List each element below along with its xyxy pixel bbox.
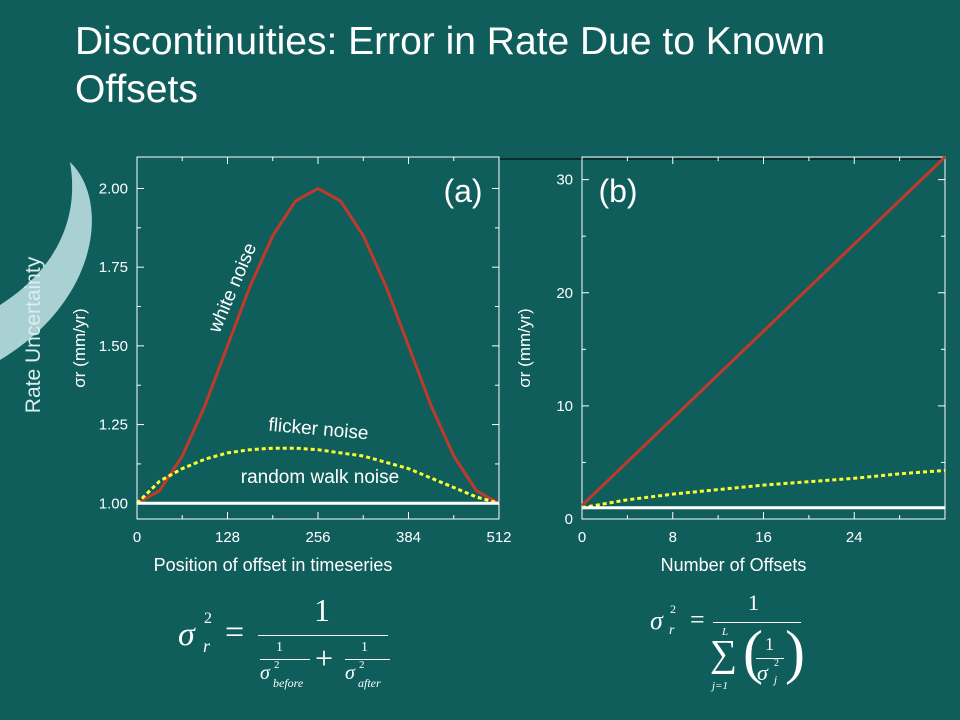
formula-b-inner-bar [756,658,784,659]
x-tick-label: 0 [133,529,141,546]
formula-b-inner-sup: 2 [774,658,779,669]
x-tick-label: 24 [846,529,863,546]
formula-a-equals: = [225,614,245,651]
chart-panel-b: 0 8 16 24 0 10 20 30 Number of Offsets σr (mm/yr)… [515,155,947,575]
formula-b-inner-sub: j [774,674,778,686]
formula-a-lhs: σ [178,616,195,653]
annotation-white-noise: white noise [204,240,261,337]
y-tick-label: 2.00 [99,180,128,197]
formula-a-lhs-sup: 2 [204,610,212,627]
y-tick-label: 1.00 [99,495,128,512]
y-axis-label: σr (mm/yr) [70,308,89,387]
formula-b-lhs: σ [650,606,663,635]
formula-a-after-bar [345,659,390,660]
formula-a-before-bar [260,659,310,660]
annotation-flicker-noise: flicker noise [268,415,370,445]
x-axis-label: Position of offset in timeseries [154,555,393,575]
x-axis-label: Number of Offsets [661,555,807,575]
formula-b-sum-upper: L [722,626,729,638]
formula-b-sum-lower: j=1 [712,680,728,692]
x-tick-label: 128 [215,529,240,546]
formula-a-lhs-sub: r [203,636,211,656]
x-tick-label: 256 [305,529,330,546]
chart-panel-a: 0 128 256 384 512 1.00 1.25 1.50 1.75 2.00 Positio… [70,156,512,575]
slide-title: Discontinuities: Error in Rate Due to Kn… [75,20,826,111]
formula-b-equals: = [690,605,705,634]
formula-b: σ 2 r = 1 L ∑ j=1 ( 1 σ 2 j ) [650,588,810,708]
formula-a-before-sup: 2 [274,659,280,671]
y-tick-label: 10 [556,398,573,415]
formula-b-numerator: 1 [748,590,759,615]
formula-b-inner-sigma: σ [757,660,768,685]
formula-b-left-paren: ( [743,619,763,685]
formula-a: σ 2 r = 1 1 σ 2 before + 1 σ 2 after [178,592,418,692]
formula-a-after-sigma: σ [345,662,355,684]
series-line-1 [580,155,947,507]
y-tick-label: 1.25 [99,417,128,434]
panel-label: (a) [443,173,482,209]
formula-a-plus: + [315,640,334,676]
formula-b-lhs-sub: r [669,623,675,638]
x-tick-label: 8 [669,529,677,546]
formula-b-sum-icon: ∑ [710,633,738,675]
annotation-random-walk-noise: random walk noise [241,467,399,488]
formula-a-after-sub: after [358,676,381,690]
y-tick-label: 20 [556,285,573,302]
y-tick-label: 30 [556,172,573,189]
x-tick-label: 16 [755,529,772,546]
x-tick-label: 0 [578,529,586,546]
formula-b-lhs-sup: 2 [670,602,676,616]
formula-a-before-sigma: σ [260,662,270,684]
formula-a-after-sup: 2 [359,659,365,671]
series-line-2 [135,446,500,505]
series-line-2 [581,468,946,510]
y-axis-label: σr (mm/yr) [515,308,534,387]
y-tick-label: 1.50 [99,338,128,355]
plot-frame [136,156,500,520]
formula-b-right-paren: ) [785,619,805,685]
formula-a-after-num: 1 [361,640,368,655]
x-tick-label: 512 [486,529,511,546]
decorative-crescent [0,162,92,360]
formula-a-before-sub: before [273,676,304,690]
series-line-1 [136,187,500,505]
formula-b-main-fraction-bar [713,622,801,623]
panel-label: (b) [598,173,637,209]
formula-b-inner-num: 1 [765,634,774,654]
formula-a-main-fraction-bar [258,635,388,636]
formula-a-before-num: 1 [276,640,283,655]
y-tick-label: 0 [565,511,573,528]
formula-a-numerator: 1 [314,592,330,628]
y-tick-label: 1.75 [99,259,128,276]
x-tick-label: 384 [396,529,421,546]
